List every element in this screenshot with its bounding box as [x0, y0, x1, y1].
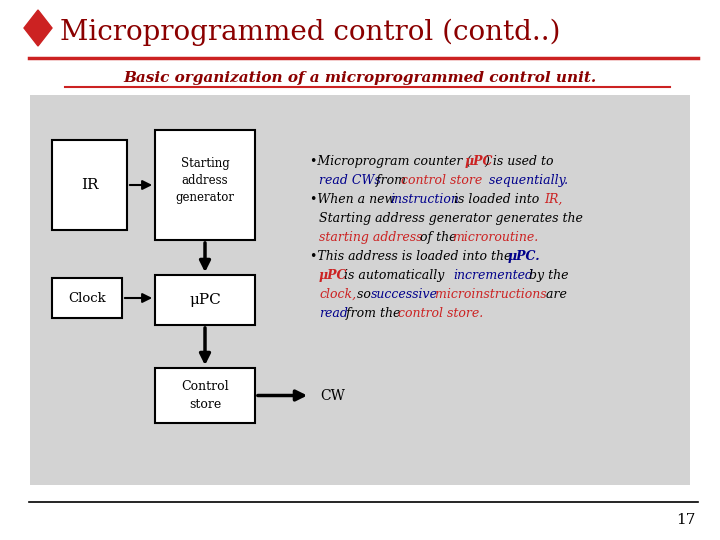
- Text: from the: from the: [342, 307, 405, 320]
- Text: •This address is loaded into the: •This address is loaded into the: [310, 250, 516, 263]
- Text: of the: of the: [416, 231, 461, 244]
- Text: from: from: [372, 174, 410, 187]
- Text: μPC: μPC: [319, 269, 348, 282]
- FancyBboxPatch shape: [155, 130, 255, 240]
- Text: control store.: control store.: [398, 307, 483, 320]
- FancyBboxPatch shape: [155, 368, 255, 423]
- Text: clock,: clock,: [319, 288, 356, 301]
- FancyBboxPatch shape: [30, 95, 690, 485]
- Text: are: are: [542, 288, 567, 301]
- Text: read: read: [319, 307, 348, 320]
- Text: control store: control store: [401, 174, 482, 187]
- Text: IR,: IR,: [544, 193, 562, 206]
- FancyBboxPatch shape: [52, 140, 127, 230]
- Text: Starting address generator generates the: Starting address generator generates the: [319, 212, 583, 225]
- Text: so: so: [353, 288, 375, 301]
- Text: microroutine.: microroutine.: [452, 231, 539, 244]
- Text: microinstructions: microinstructions: [431, 288, 546, 301]
- Text: •Microprogram counter (: •Microprogram counter (: [310, 155, 472, 168]
- Text: by the: by the: [525, 269, 569, 282]
- Text: Control
store: Control store: [181, 381, 229, 410]
- Text: read CWs: read CWs: [319, 174, 381, 187]
- Text: μPC: μPC: [189, 293, 221, 307]
- Text: sequentially.: sequentially.: [485, 174, 568, 187]
- Text: Starting
address
generator: Starting address generator: [176, 157, 235, 204]
- Text: CW: CW: [320, 389, 345, 403]
- Text: ) is used to: ) is used to: [484, 155, 554, 168]
- FancyBboxPatch shape: [52, 278, 122, 318]
- Text: is automatically: is automatically: [340, 269, 449, 282]
- Text: μPC.: μPC.: [508, 250, 541, 263]
- Text: starting address: starting address: [319, 231, 423, 244]
- Text: Clock: Clock: [68, 292, 106, 305]
- Text: successive: successive: [371, 288, 438, 301]
- Text: IR: IR: [81, 178, 98, 192]
- Text: Basic organization of a microprogrammed control unit.: Basic organization of a microprogrammed …: [123, 71, 597, 85]
- Text: •When a new: •When a new: [310, 193, 400, 206]
- Text: 17: 17: [675, 513, 695, 527]
- Text: μPC: μPC: [465, 155, 493, 168]
- Text: incremented: incremented: [453, 269, 533, 282]
- Text: is loaded into: is loaded into: [450, 193, 544, 206]
- Text: instruction: instruction: [390, 193, 459, 206]
- FancyBboxPatch shape: [155, 275, 255, 325]
- Text: Microprogrammed control (contd..): Microprogrammed control (contd..): [60, 18, 560, 46]
- Polygon shape: [24, 10, 52, 46]
